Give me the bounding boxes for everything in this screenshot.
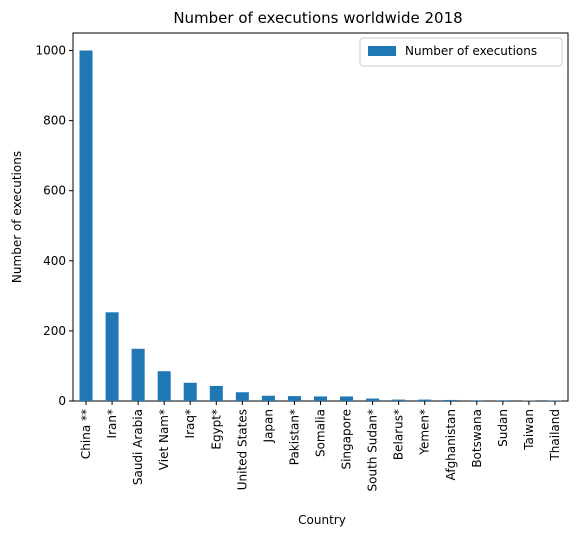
legend-swatch — [368, 46, 396, 56]
x-tick-label: Singapore — [340, 409, 354, 470]
bar — [131, 348, 145, 401]
x-tick-label: Pakistan* — [287, 409, 301, 465]
x-tick-label: Viet Nam* — [157, 409, 171, 470]
plot-frame — [72, 32, 569, 402]
y-tick-label: 200 — [43, 324, 66, 338]
x-tick-label: South Sudan* — [366, 409, 380, 492]
legend-box — [359, 37, 563, 67]
x-tick-label: United States — [235, 409, 249, 490]
bar — [470, 400, 484, 401]
bar — [444, 399, 458, 401]
x-tick-label: Japan — [261, 409, 275, 443]
y-axis-label: Number of executions — [10, 151, 24, 283]
y-axis: 0 200 400 600 800 1000 — [35, 44, 73, 408]
y-tick-label: 600 — [43, 184, 66, 198]
x-tick-label: Thailand — [548, 409, 562, 462]
y-tick-label: 800 — [43, 114, 66, 128]
bar — [157, 371, 171, 401]
x-tick-label: Somalia — [314, 409, 328, 457]
x-tick-label: Taiwan — [522, 409, 536, 451]
legend-label: Number of executions — [405, 44, 537, 58]
bar — [496, 400, 510, 401]
bar — [287, 396, 301, 401]
y-tick-label: 1000 — [35, 44, 66, 58]
bar — [105, 312, 119, 401]
x-tick-label: Sudan — [496, 409, 510, 447]
x-tick-label: Botswana — [470, 409, 484, 468]
x-tick-label: China ** — [79, 409, 93, 459]
x-tick-label: Yemen* — [418, 409, 432, 456]
bar — [183, 382, 197, 401]
bars-group — [79, 50, 562, 402]
bar — [392, 399, 406, 401]
y-tick-label: 400 — [43, 254, 66, 268]
bar — [261, 395, 275, 401]
bar — [79, 50, 93, 402]
bar — [235, 392, 249, 401]
x-tick-label: Saudi Arabia — [131, 409, 145, 485]
x-tick-label: Afghanistan — [444, 409, 458, 480]
x-tick-label: Belarus* — [392, 409, 406, 460]
bar — [418, 399, 432, 401]
legend: Number of executions — [359, 37, 563, 67]
plot-area — [72, 32, 569, 402]
x-tick-label: Iran* — [105, 409, 119, 438]
x-tick-label: Iraq* — [183, 409, 197, 438]
chart-title: Number of executions worldwide 2018 — [173, 9, 462, 27]
bar — [209, 385, 223, 401]
bar — [366, 398, 380, 401]
bar — [340, 396, 354, 401]
x-axis-label: Country — [298, 513, 346, 527]
y-tick-label: 0 — [58, 394, 66, 408]
x-axis: China ** Iran* Saudi Arabia Viet Nam* Iraq* E… — [79, 401, 562, 492]
bar — [313, 396, 328, 401]
x-tick-label: Egypt* — [209, 409, 223, 450]
